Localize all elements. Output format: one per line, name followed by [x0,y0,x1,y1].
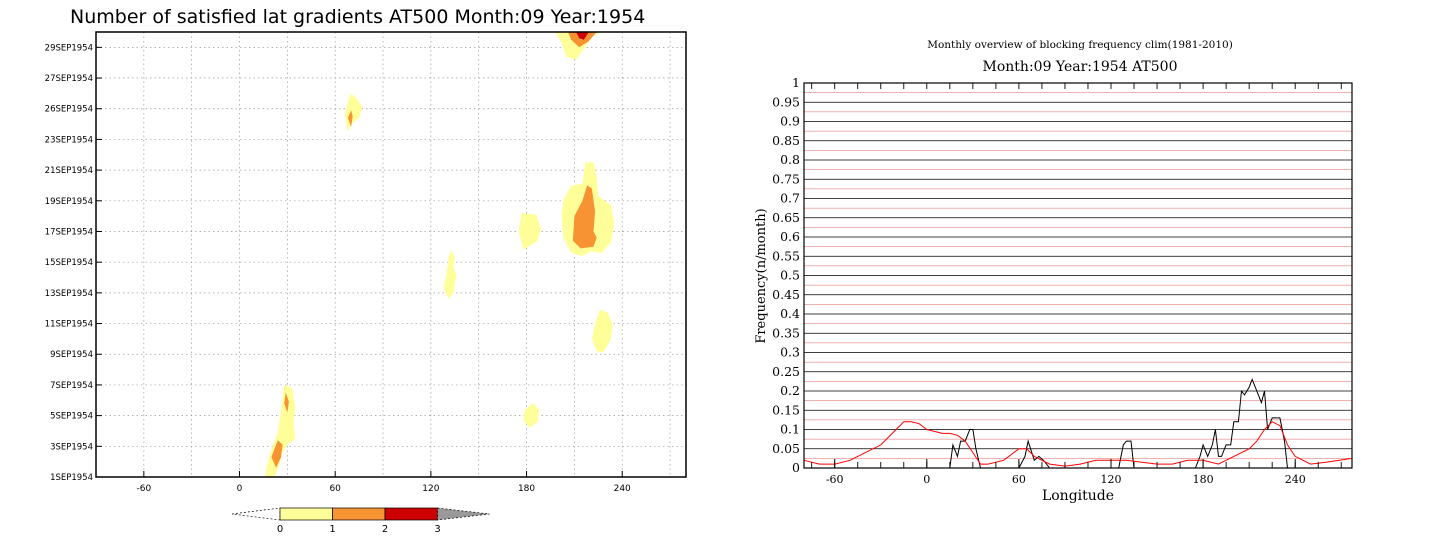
colorbar-swatch [384,507,438,521]
contour-region-level-2 [284,392,289,413]
frequency-chart-panel: Monthly overview of blocking frequency c… [720,0,1433,551]
chart-title: Month:09 Year:1954 AT500 [983,59,1178,75]
x-axis-ticks: -60 0 60 120 180 240 [811,83,1342,486]
y-tick-label: 0.35 [772,325,800,340]
y-tick-label: 0.75 [772,171,800,186]
colorbar-label: 2 [382,524,388,535]
y-tick-label: 0.2 [780,383,800,398]
contour-regions [265,32,615,477]
y-tick-label: 1 [792,75,800,90]
y-tick-label: 0.7 [780,191,800,206]
frequency-line-chart: Monthly overview of blocking frequency c… [754,39,1353,504]
y-tick-label: 5SEP1954 [50,412,93,422]
contour-region-level-1 [518,213,541,250]
colorbar-swatch [332,507,386,521]
y-tick-label: 3SEP1954 [50,442,93,452]
y-tick-label: 0.3 [780,345,800,360]
x-tick-label: 240 [614,484,631,494]
y-tick-label: 0.8 [780,152,800,167]
contour-region-level-2 [572,185,597,249]
y-tick-label: 11SEP1954 [45,320,93,330]
y-tick-label: 0.65 [772,210,800,225]
y-tick-label: 0.5 [780,268,800,283]
contour-region-level-1 [443,249,457,299]
y-tick-label: 0.45 [772,287,800,302]
x-tick-label: -60 [136,484,151,494]
y-tick-label: 17SEP1954 [45,227,93,237]
y-tick-label: 7SEP1954 [50,381,93,391]
y-tick-label: 0.15 [772,402,800,417]
y-axis-ticks: 1SEP1954 3SEP1954 5SEP1954 7SEP1954 9SEP1954… [45,43,102,483]
chart-title: Number of satisfied lat gradients AT500 … [70,6,645,28]
colorbar-label: 0 [277,524,283,535]
contour-region-level-1 [265,384,296,477]
colorbar-swatch [279,507,333,521]
x-tick-label: 240 [1285,473,1306,486]
series-line-red [803,421,1353,467]
y-tick-label: 21SEP1954 [45,166,93,176]
y-tick-label: 19SEP1954 [45,197,93,207]
chart-gridlines [804,82,1352,469]
y-tick-label: 0.95 [772,94,800,109]
x-tick-label: 60 [329,484,341,494]
y-tick-label: 0.05 [772,441,800,456]
x-tick-label: 120 [422,484,439,494]
y-axis-ticks: 0 0.05 0.1 0.15 0.2 0.25 0.3 0.35 0.4 0.45 0.5 0.55… [772,75,800,475]
contour-region-level-2 [568,32,597,48]
y-tick-label: 26SEP1954 [45,105,93,115]
colorbar-label: 3 [434,524,440,535]
contour-region-level-2 [271,440,283,468]
y-tick-label: 1SEP1954 [50,473,93,483]
y-tick-label: 23SEP1954 [45,135,93,145]
x-tick-label: 0 [237,484,243,494]
x-axis-label: Longitude [1042,488,1114,504]
contour-region-level-2 [347,110,353,128]
y-tick-label: 15SEP1954 [45,258,93,268]
plot-frame [803,82,1353,469]
x-tick-label: 180 [1193,473,1214,486]
x-tick-label: 60 [1012,473,1026,486]
y-axis-label: Frequency(n/month) [754,208,769,343]
y-tick-label: 0.4 [780,306,800,321]
y-tick-label: 0.85 [772,133,800,148]
x-axis-ticks: -60 0 60 120 180 240 [136,471,631,494]
contour-region-level-1 [344,93,363,132]
y-tick-label: 0.55 [772,248,800,263]
hovmoller-chart: Number of satisfied lat gradients AT500 … [45,6,687,535]
y-tick-label: 0.25 [772,364,800,379]
y-tick-label: 0.6 [780,229,800,244]
y-tick-label: 9SEP1954 [50,350,93,360]
x-tick-label: 0 [923,473,930,486]
x-tick-label: 120 [1101,473,1122,486]
colorbar: 0 1 2 3 [231,507,490,535]
series-lines [803,378,1353,469]
chart-gridlines [96,32,686,477]
colorbar-over-triangle [437,507,490,521]
contour-region-level-3 [576,32,589,40]
y-tick-label: 29SEP1954 [45,43,93,53]
hovmoller-chart-panel: Number of satisfied lat gradients AT500 … [0,0,720,551]
colorbar-label: 1 [329,524,335,535]
plot-frame [95,31,687,478]
contour-region-level-1 [523,403,540,428]
contour-region-level-1 [591,309,613,353]
chart-subtitle: Monthly overview of blocking frequency c… [927,39,1233,51]
x-tick-label: 180 [518,484,535,494]
y-tick-label: 0.9 [780,114,800,129]
y-tick-label: 0 [792,460,800,475]
y-tick-label: 0.1 [780,422,800,437]
colorbar-under-triangle [231,507,281,521]
x-tick-label: -60 [826,473,844,486]
y-tick-label: 27SEP1954 [45,74,93,84]
y-tick-label: 13SEP1954 [45,289,93,299]
